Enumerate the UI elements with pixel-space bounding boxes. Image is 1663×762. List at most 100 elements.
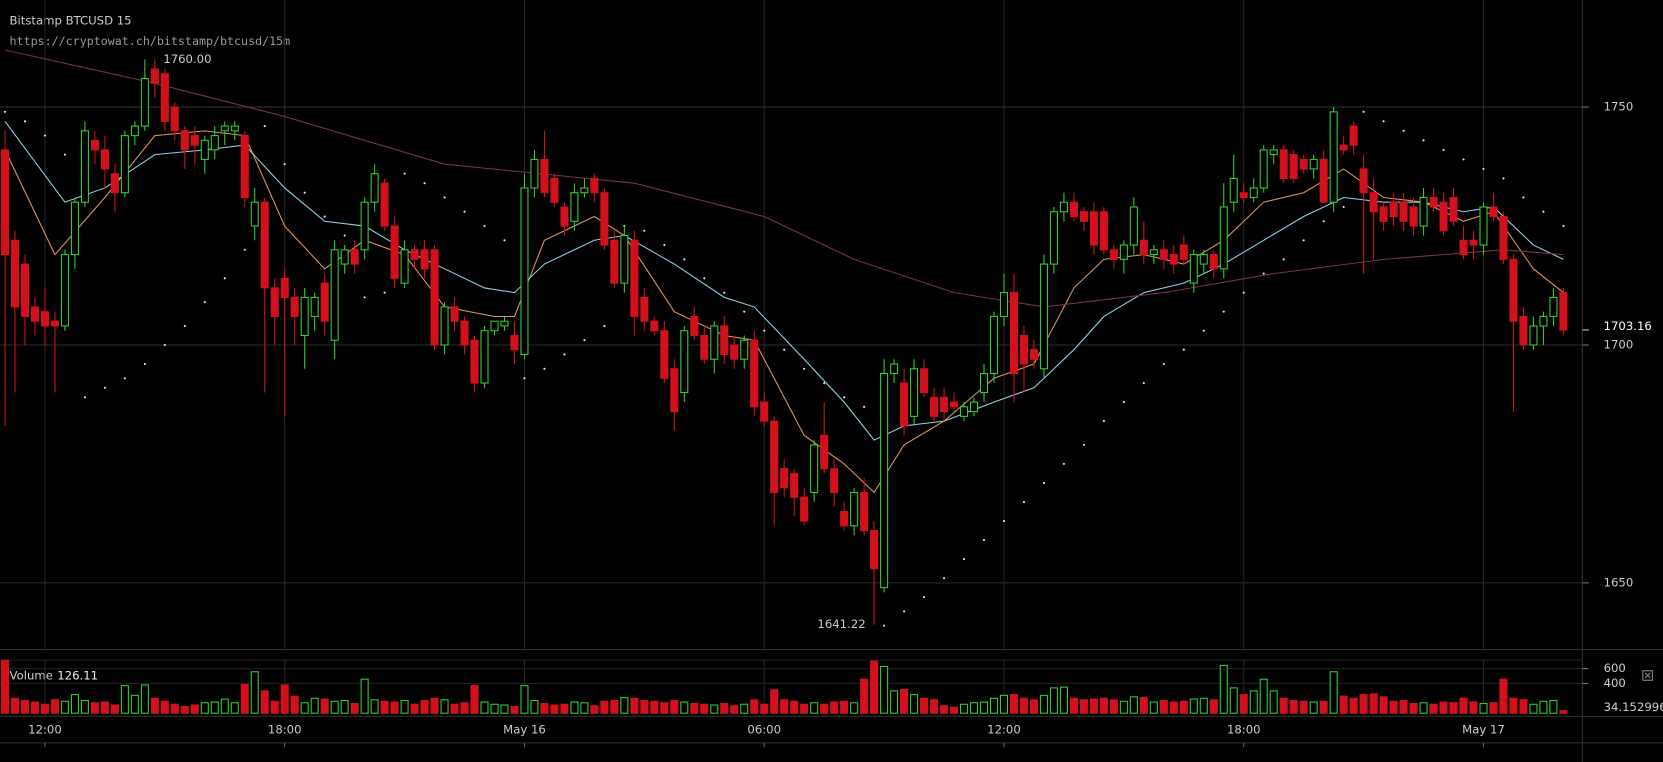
sar-dot (1482, 167, 1485, 170)
candle-body (1189, 254, 1198, 284)
volume-bar (410, 703, 419, 714)
candle-body (780, 468, 789, 489)
candle-body (130, 125, 139, 137)
candle-body (310, 296, 319, 317)
volume-bar (440, 699, 449, 714)
sar-dot (1182, 348, 1185, 351)
sar-dot (962, 558, 966, 561)
close-icon[interactable] (1644, 672, 1651, 679)
volume-bar (680, 701, 689, 714)
sar-dot (1082, 443, 1085, 446)
candle-body (690, 315, 699, 336)
volume-bar (330, 700, 339, 714)
candle-body (190, 135, 199, 146)
volume-bar (140, 684, 149, 714)
volume-bar (300, 702, 309, 714)
volume-bar (710, 704, 719, 714)
sar-dot (643, 229, 646, 232)
volume-bar (1449, 702, 1458, 714)
volume-bar (740, 703, 749, 714)
sar-dot (423, 182, 426, 185)
volume-bar (1379, 696, 1388, 714)
volume-bar (1219, 664, 1228, 714)
candle-body (1439, 201, 1448, 232)
candle-body (920, 368, 929, 394)
candle-body (959, 406, 969, 417)
volume-bar (520, 685, 529, 714)
candle-body (820, 434, 829, 470)
candle-body (1409, 206, 1418, 227)
x-tick-label: 12:00 (987, 723, 1021, 737)
candle-body (1459, 239, 1468, 256)
candle-body (870, 530, 879, 570)
volume-bar (320, 698, 329, 714)
sar-dot (1202, 329, 1205, 332)
candle-body (940, 396, 949, 413)
candle-body (160, 73, 169, 122)
candle-body (900, 382, 909, 427)
sar-dot (263, 125, 266, 128)
candle-body (490, 320, 499, 332)
volume-bar (1269, 690, 1278, 714)
candle-body (1269, 149, 1278, 156)
sar-dot (1062, 462, 1065, 465)
volume-bar (0, 659, 10, 714)
volume-bar (1519, 699, 1528, 714)
candle-body (220, 125, 229, 132)
volume-label: Volume (10, 669, 53, 683)
candle-body (1179, 244, 1188, 260)
volume-bar (160, 700, 169, 714)
volume-bar (310, 697, 319, 714)
candle-body (1449, 196, 1458, 222)
candle-body (1229, 177, 1238, 203)
candle-body (1009, 292, 1018, 375)
sar-dot (1362, 110, 1365, 113)
candle-body (420, 249, 429, 270)
volume-bar (1409, 702, 1418, 714)
candle-body (1059, 201, 1068, 213)
candle-body (570, 192, 579, 222)
volume-bar (1489, 702, 1498, 714)
sar-dot (1382, 120, 1385, 123)
candle-body (770, 420, 779, 494)
candle-body (1029, 349, 1038, 360)
volume-bar (130, 694, 139, 714)
sar-dot (1022, 500, 1026, 504)
volume-bar (1339, 695, 1348, 714)
volume-bar (80, 700, 89, 714)
close-button[interactable] (1642, 670, 1653, 681)
volume-bar (630, 697, 639, 714)
volume-bar (750, 699, 759, 714)
volume-bar (550, 704, 559, 714)
y-tick-label: 1700 (1604, 337, 1634, 351)
candle-body (110, 173, 119, 194)
volume-bar (930, 699, 939, 714)
candle-body (460, 320, 469, 346)
candle-body (810, 444, 819, 494)
x-tick-label: 18:00 (1227, 723, 1261, 737)
candle-body (790, 472, 799, 498)
volume-bar (1029, 699, 1038, 714)
volume-bar (810, 702, 819, 714)
volume-bar (1549, 700, 1558, 714)
candle-body (590, 177, 599, 194)
candle-body (0, 149, 10, 256)
volume-bar (30, 701, 39, 714)
volume-readout: 126.11 (57, 669, 98, 683)
sar-dot (982, 539, 986, 542)
volume-bar (240, 683, 249, 714)
candle-body (1109, 249, 1118, 260)
candle-body (1389, 201, 1398, 218)
volume-bar (150, 697, 159, 714)
sar-dot (923, 596, 926, 599)
volume-bar (510, 705, 519, 714)
sar-dot (1442, 148, 1445, 151)
candle-body (610, 239, 619, 284)
close-box[interactable] (1642, 670, 1653, 681)
sar-dot (743, 310, 746, 313)
volume-bar (690, 702, 699, 714)
chart-url: https://cryptowat.ch/bitstamp/btcusd/15m (10, 34, 291, 48)
volume-bar (170, 703, 179, 714)
candle-body (850, 491, 859, 527)
